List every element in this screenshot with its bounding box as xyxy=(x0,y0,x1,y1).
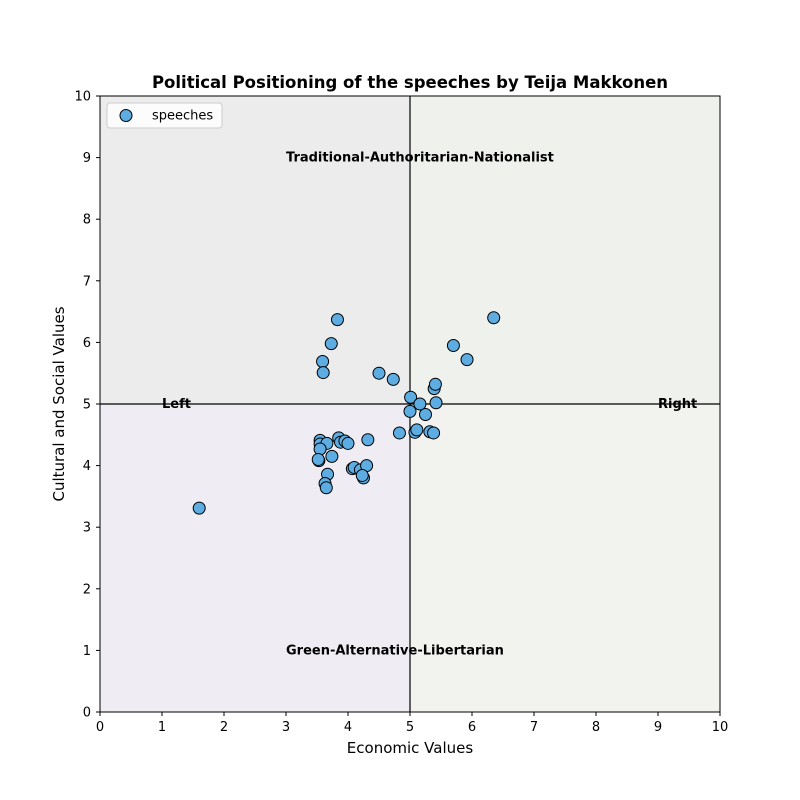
quadrant-bottom-right xyxy=(410,404,720,712)
scatter-point xyxy=(361,433,375,447)
scatter-point xyxy=(330,313,344,327)
y-tick-label: 2 xyxy=(83,582,91,597)
y-axis-label: Cultural and Social Values xyxy=(50,306,68,501)
scatter-points xyxy=(192,311,501,515)
scatter-point xyxy=(313,442,327,456)
scatter-point xyxy=(392,426,406,440)
quadrant-bottom-left xyxy=(100,404,410,712)
y-tick-label: 7 xyxy=(83,274,91,289)
legend: speeches xyxy=(106,102,223,129)
scatter-point xyxy=(372,366,386,380)
quadrant-backgrounds xyxy=(100,96,720,712)
y-tick-label: 3 xyxy=(83,521,91,536)
annotation-label: Green-Alternative-Libertarian xyxy=(286,643,504,658)
x-tick-label: 6 xyxy=(468,720,476,735)
scatter-point xyxy=(404,390,418,404)
scatter-point xyxy=(311,452,325,466)
quadrant-top-right xyxy=(410,96,720,404)
quadrant-divider-lines xyxy=(100,96,720,712)
y-tick-label: 4 xyxy=(83,459,91,474)
chart-title: Political Positioning of the speeches by… xyxy=(152,73,668,92)
annotation-label: Left xyxy=(162,397,191,412)
x-tick-label: 8 xyxy=(592,720,600,735)
scatter-point xyxy=(419,407,432,421)
y-tick-label: 6 xyxy=(83,336,91,351)
y-tick-label: 5 xyxy=(83,398,91,413)
scatter-point xyxy=(355,468,369,482)
y-tick-label: 9 xyxy=(83,151,91,166)
x-tick-label: 7 xyxy=(530,720,538,735)
annotation-label: Right xyxy=(658,397,697,412)
x-axis-ticks: 0 1 2 3 4 5 6 7 8 9 10 xyxy=(96,712,728,735)
y-tick-label: 8 xyxy=(83,213,91,228)
x-axis-label: Economic Values xyxy=(347,739,474,757)
scatter-point xyxy=(413,397,427,411)
scatter-point xyxy=(316,354,330,368)
legend-label: speeches xyxy=(152,109,213,124)
quadrant-annotations: Traditional-Authoritarian-Nationalist Gre… xyxy=(162,151,697,659)
scatter-point xyxy=(403,404,417,418)
scatter-point xyxy=(487,311,501,325)
scatter-point xyxy=(316,366,330,380)
scatter-point xyxy=(341,436,355,450)
scatter-point xyxy=(427,426,441,440)
scatter-point xyxy=(386,372,400,386)
y-axis-ticks: 0 1 2 3 4 5 6 7 8 9 10 xyxy=(74,90,100,721)
x-tick-label: 9 xyxy=(654,720,662,735)
quadrant-top-left xyxy=(100,96,410,404)
scatter-point xyxy=(460,353,474,367)
y-tick-label: 1 xyxy=(83,644,91,659)
x-tick-label: 4 xyxy=(344,720,352,735)
y-tick-label: 0 xyxy=(83,706,91,721)
scatter-point xyxy=(319,481,333,495)
x-tick-label: 10 xyxy=(712,720,729,735)
scatter-point xyxy=(325,449,339,463)
x-tick-label: 0 xyxy=(96,720,104,735)
scatter-point xyxy=(429,396,443,410)
x-tick-label: 3 xyxy=(282,720,290,735)
scatter-point xyxy=(410,423,424,437)
x-tick-label: 2 xyxy=(220,720,228,735)
x-tick-label: 5 xyxy=(406,720,414,735)
legend-box xyxy=(106,102,223,129)
scatter-point xyxy=(192,501,206,515)
legend-marker xyxy=(119,109,133,122)
x-tick-label: 1 xyxy=(158,720,166,735)
scatter-point xyxy=(446,338,460,352)
y-tick-label: 10 xyxy=(74,90,91,105)
annotation-label: Traditional-Authoritarian-Nationalist xyxy=(286,151,554,166)
scatter-point xyxy=(428,377,442,391)
scatter-point xyxy=(324,337,338,351)
